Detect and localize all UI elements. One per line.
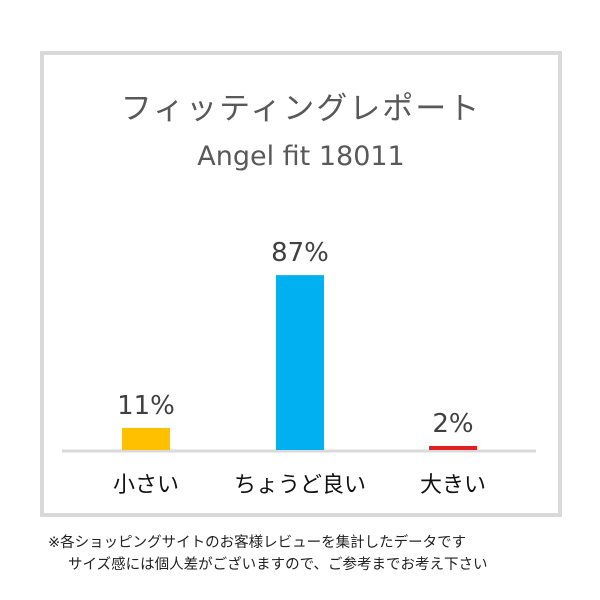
data-label-3: 2%: [432, 409, 473, 439]
data-label-1: 11%: [117, 391, 175, 421]
category-label-2: ちょうど良い: [234, 473, 366, 498]
bar-2: [276, 275, 324, 450]
data-label-2: 87%: [271, 238, 329, 268]
footnote-line-2: サイズ感には個人差がございますので、ご参考までお考え下さい: [68, 557, 488, 573]
chart-subtitle: Angel fit 18011: [197, 141, 405, 172]
footnote-line-1: ※各ショッピングサイトのお客様レビューを集計したデータです: [48, 535, 467, 551]
bar-3: [429, 445, 477, 450]
chart-title: フィッティングレポート: [120, 91, 482, 127]
bar-1: [122, 427, 170, 450]
category-label-1: 小さい: [113, 473, 179, 498]
chart-frame: フィッティングレポート Angel fit 18011: [40, 51, 562, 517]
category-label-3: 大きい: [420, 473, 486, 498]
